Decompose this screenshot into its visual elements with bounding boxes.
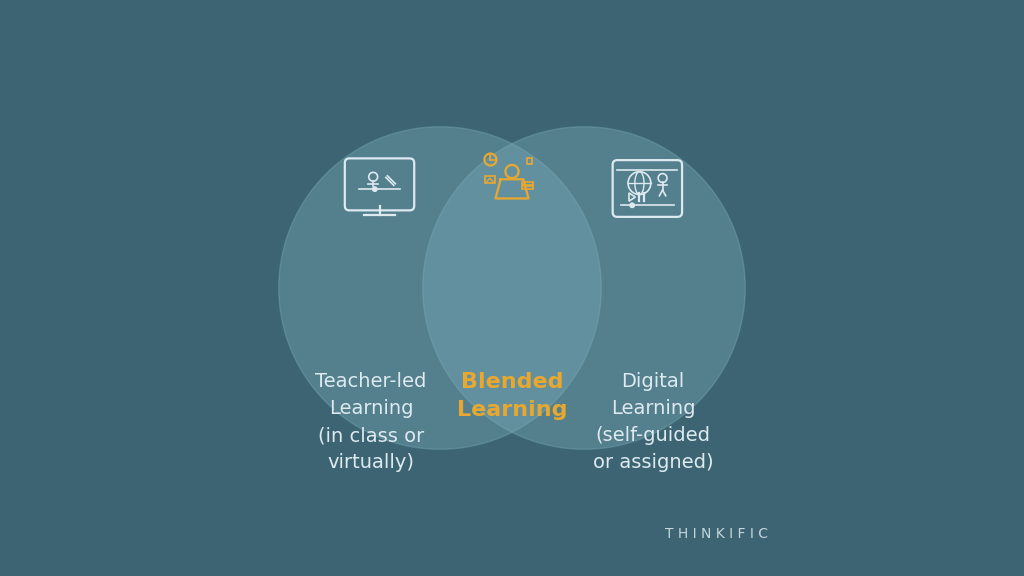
Bar	[522, 187, 532, 190]
Bar	[485, 176, 495, 184]
Circle shape	[423, 127, 745, 449]
Text: T H I N K I F I C: T H I N K I F I C	[666, 528, 768, 541]
Bar	[527, 158, 532, 164]
Bar	[522, 181, 532, 185]
Circle shape	[630, 203, 635, 207]
Circle shape	[373, 187, 377, 191]
Text: Teacher-led
Learning
(in class or
virtually): Teacher-led Learning (in class or virtua…	[315, 372, 427, 472]
Text: Blended
Learning: Blended Learning	[457, 372, 567, 420]
Circle shape	[279, 127, 601, 449]
Text: Digital
Learning
(self-guided
or assigned): Digital Learning (self-guided or assigne…	[593, 372, 714, 472]
